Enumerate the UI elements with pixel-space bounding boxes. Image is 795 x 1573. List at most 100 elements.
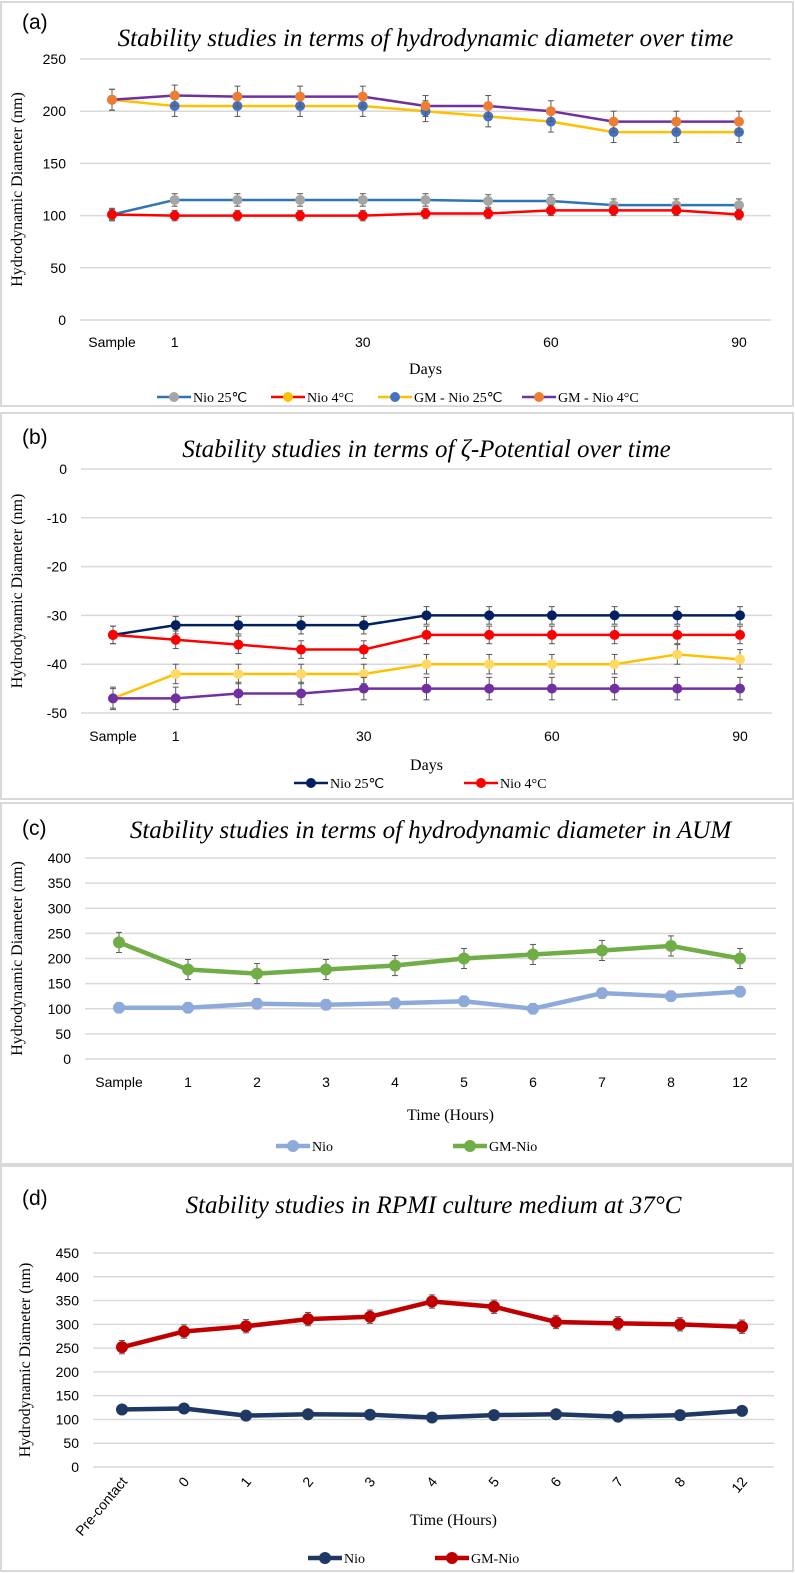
data-point [546, 610, 557, 621]
data-point [484, 683, 495, 694]
legend-label: GM-Nio [471, 1552, 519, 1567]
legend-label: Nio 25℃ [330, 777, 384, 792]
data-point [527, 948, 539, 961]
legend-label: Nio [312, 1140, 333, 1155]
chart-panel-c: (c) Stability studies in terms of hydrody… [0, 802, 794, 1165]
panel-label: (a) [22, 11, 48, 34]
data-point [609, 629, 620, 640]
data-point [484, 629, 495, 640]
data-point [251, 997, 263, 1010]
data-point [483, 195, 494, 206]
data-point [169, 210, 180, 221]
legend-item: Nio [276, 1140, 333, 1155]
data-point [302, 1313, 314, 1326]
data-point [302, 1408, 314, 1421]
data-point [736, 1404, 748, 1417]
y-tick-label: 250 [43, 51, 67, 67]
data-point [108, 629, 118, 640]
data-point [233, 620, 244, 631]
series-nio [113, 985, 746, 1015]
series-unlabeled-2 [108, 644, 745, 709]
data-point [734, 952, 746, 965]
x-tick-label: Sample [89, 728, 137, 744]
y-tick-label: 250 [56, 1340, 80, 1356]
data-point [295, 194, 306, 205]
legend-label: Nio 4°C [500, 777, 546, 792]
data-point [734, 200, 744, 211]
y-tick-label: 200 [56, 1364, 80, 1380]
y-tick-label: 0 [63, 1051, 71, 1067]
data-point [665, 990, 677, 1003]
y-tick-label: 200 [48, 951, 72, 967]
legend-label: Nio 25℃ [193, 391, 247, 406]
data-point [169, 90, 180, 101]
data-point [420, 194, 431, 205]
x-tick-label: 60 [544, 728, 560, 744]
x-tick-label: 1 [184, 1074, 192, 1090]
legend-item: GM-Nio [435, 1552, 519, 1567]
data-point [251, 967, 263, 980]
data-point [232, 91, 243, 102]
data-point [608, 116, 619, 127]
legend-marker [534, 392, 544, 402]
data-point [735, 654, 745, 665]
data-point [233, 688, 244, 699]
x-tick-label: 6 [529, 1074, 537, 1090]
data-point [170, 668, 181, 679]
series-gm-nio [116, 1294, 748, 1355]
data-point [550, 1315, 562, 1328]
data-point [178, 1402, 190, 1415]
y-tick-label: 150 [43, 155, 67, 171]
legend-label: GM-Nio [489, 1140, 537, 1155]
data-point [295, 210, 306, 221]
data-point [295, 91, 306, 102]
chart-panel-a: (a) Stability studies in terms of hydrody… [0, 1, 794, 407]
x-tick-label: Sample [95, 1074, 143, 1090]
y-tick-label: 0 [71, 1459, 79, 1475]
panel-label: (d) [22, 1187, 48, 1210]
data-point [596, 944, 608, 957]
data-point [546, 659, 557, 670]
x-axis-title: Time (Hours) [410, 1512, 497, 1529]
data-point [420, 208, 431, 219]
legend-label: GM - Nio 25℃ [414, 391, 502, 406]
chart-title: Stability studies in terms of hydrodynam… [118, 25, 734, 52]
legend-label: Nio [344, 1552, 365, 1567]
legend-marker [464, 1140, 476, 1152]
legend-marker [169, 392, 179, 402]
y-tick-label: -40 [47, 656, 67, 672]
x-tick-label: 3 [322, 1074, 330, 1090]
data-point [296, 644, 307, 655]
data-point [233, 639, 244, 650]
series-line [118, 940, 741, 976]
series-nio-4-c [107, 204, 744, 222]
data-point [389, 959, 401, 972]
data-point [612, 1410, 624, 1423]
data-point [170, 634, 181, 645]
data-point [116, 1403, 128, 1416]
data-point [734, 116, 744, 127]
data-point [358, 668, 369, 679]
data-point [357, 91, 368, 102]
y-axis-title: Hydrodynamic Diameter (nm) [9, 494, 26, 689]
x-tick-label: 7 [598, 1074, 606, 1090]
y-tick-label: -30 [47, 607, 67, 623]
data-point [734, 985, 746, 998]
y-tick-label: 100 [56, 1411, 80, 1427]
panel-border [0, 412, 794, 800]
x-tick-label: 90 [731, 334, 747, 350]
legend-marker [390, 392, 400, 402]
panel-label: (c) [22, 817, 47, 840]
series-unlabeled-3 [108, 676, 745, 711]
data-point [358, 683, 369, 694]
data-point [671, 116, 682, 127]
series-nio-25- [108, 606, 745, 645]
y-tick-label: 400 [48, 850, 72, 866]
data-point [358, 620, 369, 631]
x-tick-label: 4 [391, 1074, 399, 1090]
x-tick-label: 12 [732, 1074, 748, 1090]
y-tick-label: 100 [48, 1001, 72, 1017]
y-tick-label: -20 [47, 559, 67, 575]
data-point [546, 683, 557, 694]
y-tick-label: 450 [56, 1245, 80, 1261]
